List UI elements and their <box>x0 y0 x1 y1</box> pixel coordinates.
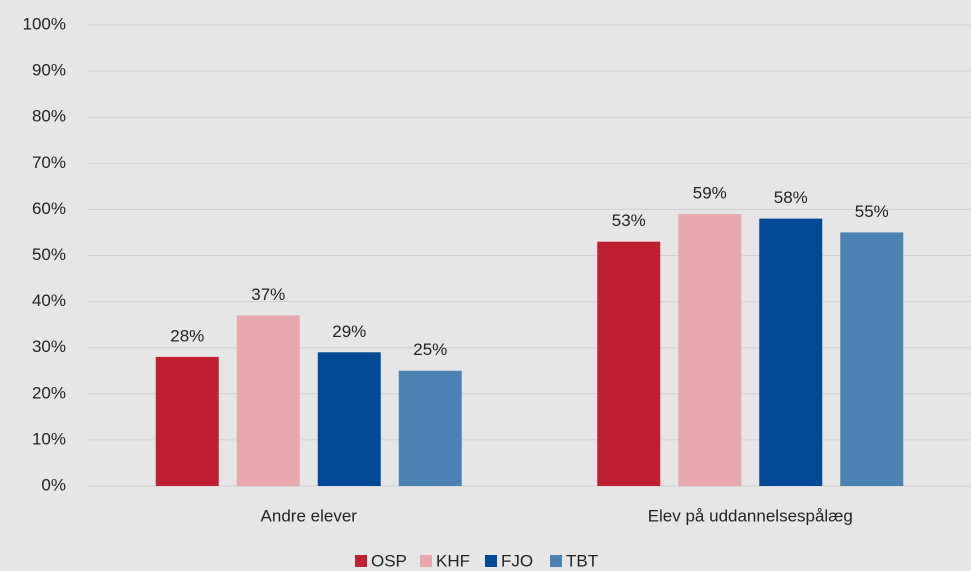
y-tick-label: 20% <box>32 383 66 402</box>
legend-label: TBT <box>566 551 598 570</box>
y-tick-label: 40% <box>32 291 66 310</box>
bar <box>678 214 742 486</box>
bar <box>840 232 904 486</box>
legend-label: KHF <box>436 551 470 570</box>
y-tick-label: 70% <box>32 153 66 172</box>
bar <box>398 370 462 486</box>
y-tick-label: 80% <box>32 107 66 126</box>
value-label: 29% <box>332 322 366 341</box>
value-label: 25% <box>413 340 447 359</box>
bar <box>759 218 823 486</box>
y-tick-label: 50% <box>32 245 66 264</box>
legend-label: OSP <box>371 551 407 570</box>
value-label: 28% <box>170 326 204 345</box>
y-tick-label: 30% <box>32 337 66 356</box>
y-tick-label: 100% <box>23 14 66 33</box>
y-tick-label: 90% <box>32 61 66 80</box>
bar <box>236 315 300 486</box>
value-label: 58% <box>774 188 808 207</box>
x-tick-label: Elev på uddannelsespålæg <box>648 506 853 525</box>
bar <box>155 356 219 486</box>
value-label: 53% <box>612 211 646 230</box>
legend-swatch <box>420 555 432 567</box>
legend-swatch <box>485 555 497 567</box>
legend-swatch <box>355 555 367 567</box>
value-label: 55% <box>855 202 889 221</box>
value-label: 59% <box>693 183 727 202</box>
bar <box>317 352 381 486</box>
bar <box>597 241 661 486</box>
y-tick-label: 0% <box>41 475 66 494</box>
value-label: 37% <box>251 285 285 304</box>
y-tick-label: 10% <box>32 429 66 448</box>
legend-label: FJO <box>501 551 533 570</box>
x-tick-label: Andre elever <box>261 506 358 525</box>
legend-swatch <box>550 555 562 567</box>
y-tick-label: 60% <box>32 199 66 218</box>
